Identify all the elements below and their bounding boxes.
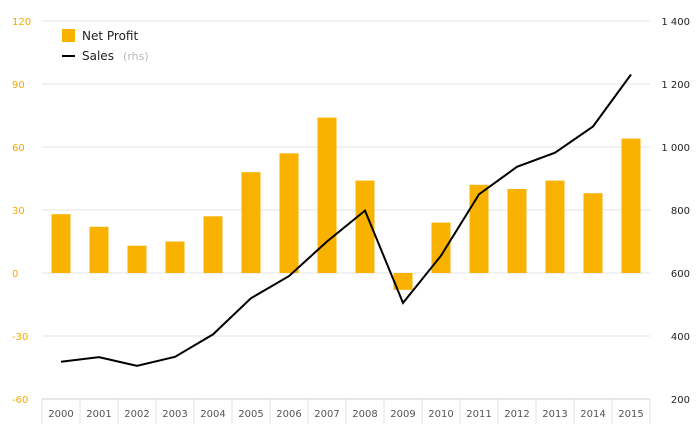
bar-net-profit (165, 241, 185, 273)
x-tick-label: 2005 (238, 409, 263, 420)
x-tick-label: 2009 (390, 409, 415, 420)
bar-net-profit (89, 226, 109, 273)
x-tick-label: 2014 (580, 409, 605, 420)
legend-label-sales-group: Sales (rhs) (82, 45, 149, 64)
x-tick-label: 2011 (466, 409, 491, 420)
bar-net-profit (279, 153, 299, 273)
bar-net-profit (621, 138, 641, 273)
y-left-tick-label: 0 (12, 269, 18, 280)
y-right-tick-label: 800 (671, 206, 690, 217)
bar-net-profit (583, 193, 603, 273)
legend-label-sales-suffix: (rhs) (123, 50, 149, 63)
x-tick-label: 2007 (314, 409, 339, 420)
sales-line-group (60, 73, 632, 367)
x-tick-label: 2012 (504, 409, 529, 420)
net-profit-bars (51, 117, 641, 290)
x-tick-label: 2001 (86, 409, 111, 420)
y-left-tick-label: -30 (12, 332, 28, 343)
legend-swatch-net-profit (62, 29, 75, 42)
bar-net-profit (469, 184, 489, 273)
y-right-tick-label: 1 400 (661, 17, 690, 28)
y-left-tick-label: 120 (12, 17, 31, 28)
bar-net-profit (393, 273, 413, 290)
bar-net-profit (203, 216, 223, 273)
x-tick-label: 2013 (542, 409, 567, 420)
x-tick-label: 2008 (352, 409, 377, 420)
bar-net-profit (127, 245, 147, 273)
bar-net-profit (545, 180, 565, 273)
bar-net-profit (507, 189, 527, 273)
x-tick-label: 2004 (200, 409, 225, 420)
x-tick-label: 2003 (162, 409, 187, 420)
y-left-tick-label: 30 (12, 206, 25, 217)
y-right-tick-label: 200 (671, 395, 690, 406)
sales-line (60, 73, 632, 367)
legend-label-sales: Sales (82, 49, 114, 63)
y-left-tick-label: -60 (12, 395, 28, 406)
legend-label-net-profit: Net Profit (82, 29, 138, 43)
x-tick-label: 2000 (48, 409, 73, 420)
y-left-tick-label: 60 (12, 143, 25, 154)
bar-net-profit (241, 172, 261, 273)
x-tick-label: 2015 (618, 409, 643, 420)
axes: 120 90 60 30 0 -30 -60 1 400 1 200 1 000 800 600 400… (12, 17, 690, 424)
x-tick-label: 2010 (428, 409, 453, 420)
legend: Net Profit Sales (rhs) (62, 29, 149, 64)
y-right-tick-label: 600 (671, 269, 690, 280)
bar-net-profit (355, 180, 375, 273)
y-right-tick-label: 1 200 (661, 80, 690, 91)
y-right-tick-label: 1 000 (661, 143, 690, 154)
bar-net-profit (317, 117, 337, 273)
y-left-tick-label: 90 (12, 80, 25, 91)
y-right-tick-label: 400 (671, 332, 690, 343)
x-tick-label: 2002 (124, 409, 149, 420)
x-tick-label: 2006 (276, 409, 301, 420)
bar-net-profit (51, 214, 71, 273)
gridlines (42, 20, 650, 337)
